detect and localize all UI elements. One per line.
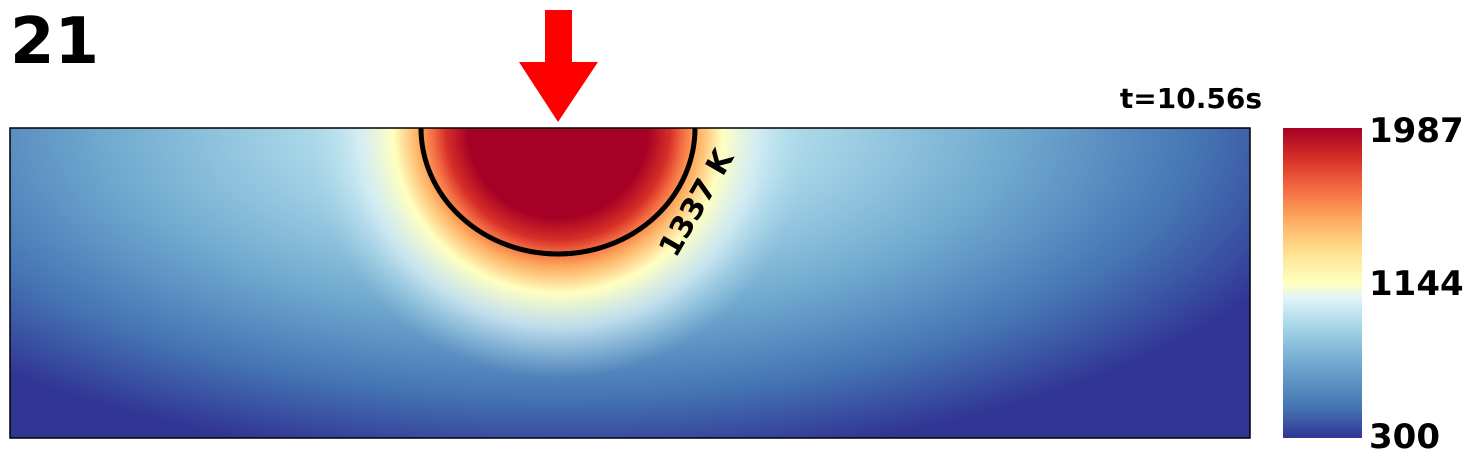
laser-arrow xyxy=(519,10,598,122)
field-hot xyxy=(10,128,1250,438)
colorbar-tick-label: 300 xyxy=(1369,417,1440,457)
colorbar xyxy=(1283,128,1362,438)
colorbar-tick-label: 1987 xyxy=(1369,111,1464,151)
plate-border xyxy=(9,127,1251,439)
contour-line xyxy=(418,127,698,257)
temperature-field xyxy=(10,128,1250,438)
frame-number: 21 xyxy=(10,5,99,79)
time-label: t=10.56s xyxy=(1120,82,1262,115)
colorbar-tick-label: 1144 xyxy=(1369,264,1464,304)
